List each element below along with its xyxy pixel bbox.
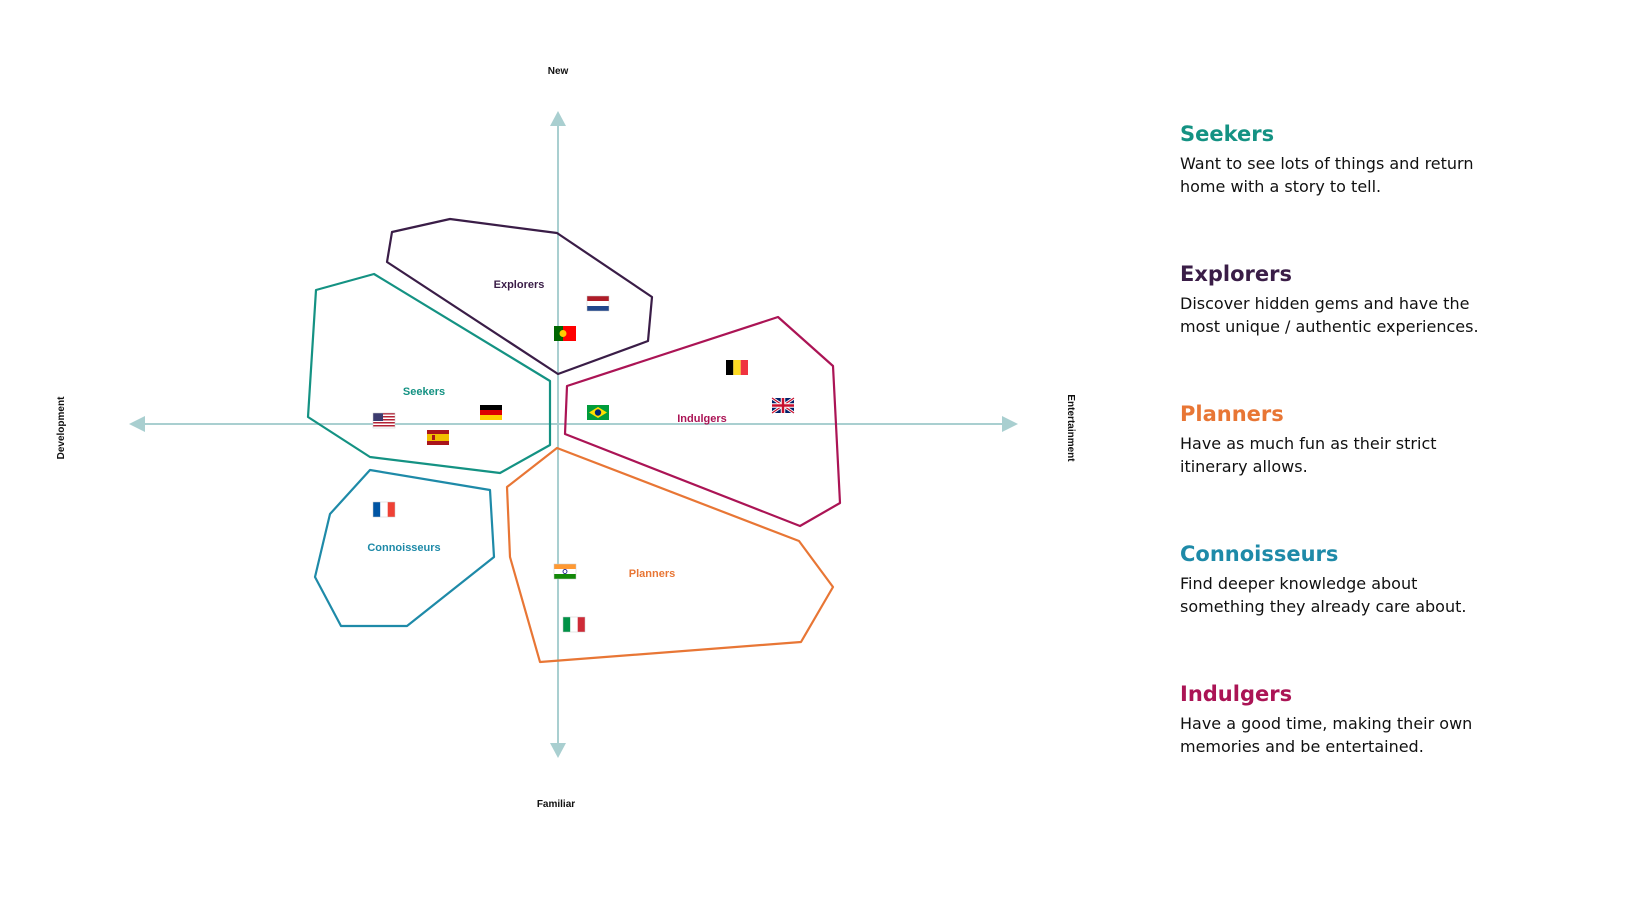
connoisseurs-region [313,468,496,628]
axis-label-left: Development [56,396,67,459]
usa-flag-icon [372,412,396,429]
portugal-flag-icon [554,326,576,341]
axis-label-top: New [548,66,569,77]
germany-flag-icon [480,405,502,420]
planners-region [505,446,835,664]
brazil-flag-icon [587,405,609,420]
legend-item-connoisseurs: Connoisseurs Find deeper knowledge about… [1180,540,1600,618]
legend-title: Seekers [1180,122,1275,146]
legend-item-seekers: Seekers Want to see lots of things and r… [1180,120,1600,198]
italy-flag-icon [562,616,586,633]
cluster-label-seekers: Seekers [403,386,445,398]
legend-description: Want to see lots of things and return ho… [1180,154,1474,196]
positioning-diagram: New Familiar Development Entertainment E… [56,66,1076,810]
cluster-label-indulgers: Indulgers [677,413,727,425]
seekers-region [306,272,552,475]
explorers-region [385,217,654,376]
legend-item-explorers: Explorers Discover hidden gems and have … [1180,260,1600,338]
legend-title: Indulgers [1180,682,1293,706]
legend-description: Find deeper knowledge about something th… [1180,574,1467,616]
cluster-label-planners: Planners [629,568,675,580]
cluster-label-explorers: Explorers [494,279,545,291]
legend-description: Discover hidden gems and have the most u… [1180,294,1479,336]
legend-description: Have as much fun as their strict itinera… [1180,434,1437,476]
legend-title: Planners [1180,402,1284,426]
india-flag-icon [553,563,577,580]
belgium-flag-icon [726,360,748,375]
arrow-right-icon [1002,416,1018,432]
cluster-label-connoisseurs: Connoisseurs [367,542,440,554]
france-flag-icon [372,501,396,518]
spain-flag-icon [427,430,449,445]
legend-item-planners: Planners Have as much fun as their stric… [1180,400,1600,478]
arrow-left-icon [129,416,145,432]
legend-description: Have a good time, making their own memor… [1180,714,1473,756]
netherlands-flag-icon [586,295,610,312]
indulgers-region [563,315,842,528]
arrow-down-icon [550,743,566,758]
axis-label-right: Entertainment [1065,394,1076,462]
arrow-up-icon [550,111,566,126]
axes [140,122,1008,748]
legend-item-indulgers: Indulgers Have a good time, making their… [1180,680,1600,758]
legend-title: Connoisseurs [1180,542,1339,566]
legend-title: Explorers [1180,262,1293,286]
axis-label-bottom: Familiar [537,799,575,810]
uk-flag-icon [771,396,795,415]
